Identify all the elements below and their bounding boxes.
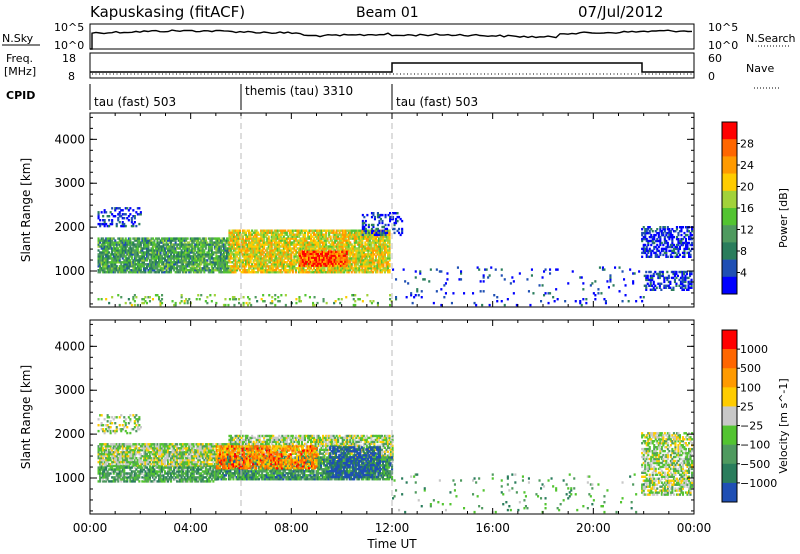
scatter-cluster <box>643 270 693 291</box>
y-tick-label: 1000 <box>54 471 85 485</box>
scatter-cluster <box>97 237 230 274</box>
colorbar-label: Power [dB] <box>777 188 790 248</box>
x-tick-label: 04:00 <box>173 521 208 535</box>
y-axis-label: Slant Range [km] <box>19 158 33 262</box>
colorbar-tick-label: 100 <box>740 381 761 394</box>
colorbar-swatch <box>722 444 737 465</box>
y-tick-label: 4000 <box>54 339 85 353</box>
velocity-panel: 1000 2000 3000 4000 00:00 04:00 08:00 12:00 16:0… <box>19 319 790 535</box>
colorbar-swatch <box>722 349 737 369</box>
freq-tick-bottom: 8 <box>68 70 75 83</box>
colorbar-tick-label: −1000 <box>740 477 777 490</box>
freq-unit-label: [MHz] <box>4 65 36 78</box>
cpid-label: CPID <box>6 89 35 102</box>
scatter-cluster <box>97 294 393 307</box>
scatter-cluster <box>392 266 645 307</box>
scatter-cluster <box>97 414 142 435</box>
y-axis-label: Slant Range [km] <box>19 365 33 469</box>
time-axis-label: Time UT <box>366 537 417 551</box>
colorbar-swatch <box>722 190 737 209</box>
x-tick-label: 08:00 <box>274 521 309 535</box>
scatter-cluster <box>361 212 404 237</box>
station-title: Kapuskasing (fitACF) <box>90 3 245 21</box>
cpid-segment-3: tau (fast) 503 <box>396 95 478 109</box>
freq-strip-frame <box>89 52 695 79</box>
x-tick-label: 16:00 <box>475 521 510 535</box>
colorbar-swatch <box>722 276 737 295</box>
y-tick-label: 1000 <box>54 264 85 278</box>
nave-tick-bottom: 0 <box>708 70 715 83</box>
nsearch-label: N.Search <box>746 32 796 45</box>
colorbar-swatch <box>722 259 737 278</box>
colorbar-tick-label: 25 <box>740 400 754 413</box>
colorbar-swatch <box>722 122 737 140</box>
colorbar-tick-label: 500 <box>740 362 761 375</box>
nsky-label: N.Sky <box>2 32 34 45</box>
colorbar-tick-label: 1000 <box>740 343 768 356</box>
colorbar-label: Velocity [m s^-1] <box>777 378 790 473</box>
scatter-cluster <box>97 466 218 483</box>
power-panel: 1000 2000 3000 4000 Slant Range [km] 28 24 20 16… <box>19 112 790 308</box>
colorbar-swatch <box>722 463 737 484</box>
x-tick-label: 20:00 <box>576 521 611 535</box>
x-tick-label: 00:00 <box>677 521 712 535</box>
nave-label: Nave <box>746 62 774 75</box>
y-tick-label: 3000 <box>54 383 85 397</box>
y-tick-label: 2000 <box>54 427 85 441</box>
scatter-cluster <box>215 445 318 470</box>
scatter-cluster <box>97 207 142 228</box>
cpid-segment-1: tau (fast) 503 <box>94 95 176 109</box>
colorbar-tick-label: 24 <box>740 159 754 172</box>
colorbar-tick-label: −500 <box>740 458 770 471</box>
colorbar-swatch <box>722 242 737 260</box>
colorbar-swatch <box>722 173 737 192</box>
colorbar-swatch <box>722 208 737 226</box>
colorbar-swatch <box>722 139 737 157</box>
nsky-strip-frame <box>89 23 695 50</box>
colorbar-tick-label: 16 <box>740 202 754 215</box>
freq-label: Freq. <box>6 52 33 65</box>
nsky-right-tick-top: 10^5 <box>708 21 738 34</box>
colorbar-frame <box>721 329 738 503</box>
scatter-cluster <box>641 226 694 258</box>
scatter-cluster <box>641 432 694 496</box>
scatter-cluster <box>329 446 381 479</box>
colorbar: 28 24 20 16 12 8 4 Power [dB] <box>721 121 790 295</box>
colorbar-tick-label: 28 <box>740 138 754 151</box>
x-tick-label: 00:00 <box>73 521 108 535</box>
colorbar-tick-label: 4 <box>740 267 747 280</box>
scatter-cluster <box>392 473 645 514</box>
nave-tick-top: 60 <box>708 52 722 65</box>
freq-tick-top: 18 <box>62 52 76 65</box>
cpid-segment-2: themis (tau) 3310 <box>245 84 353 98</box>
colorbar-swatch <box>722 482 737 503</box>
y-tick-label: 2000 <box>54 220 85 234</box>
colorbar-tick-label: −100 <box>740 439 770 452</box>
colorbar-swatch <box>722 368 737 388</box>
colorbar-swatch <box>722 330 737 350</box>
colorbar-swatch <box>722 425 737 445</box>
date-label: 07/Jul/2012 <box>578 3 663 21</box>
nsky-right-tick-bottom: 10^0 <box>708 39 738 52</box>
beam-label: Beam 01 <box>356 5 419 21</box>
colorbar-swatch <box>722 225 737 243</box>
y-tick-label: 3000 <box>54 176 85 190</box>
colorbar-swatch <box>722 156 737 174</box>
freq-series <box>90 62 694 73</box>
nsky-series <box>90 29 693 50</box>
x-tick-label: 12:00 <box>375 521 410 535</box>
colorbar-tick-label: 12 <box>740 224 754 237</box>
colorbar-tick-label: 20 <box>740 181 754 194</box>
scatter-cluster <box>298 250 348 267</box>
colorbar-tick-label: −25 <box>740 420 763 433</box>
colorbar-swatch <box>722 406 737 426</box>
y-tick-label: 4000 <box>54 132 85 146</box>
colorbar-swatch <box>722 387 737 407</box>
nsky-tick-top: 10^5 <box>54 21 84 34</box>
colorbar-tick-label: 8 <box>740 245 747 258</box>
nsky-tick-bottom: 10^0 <box>54 39 84 52</box>
